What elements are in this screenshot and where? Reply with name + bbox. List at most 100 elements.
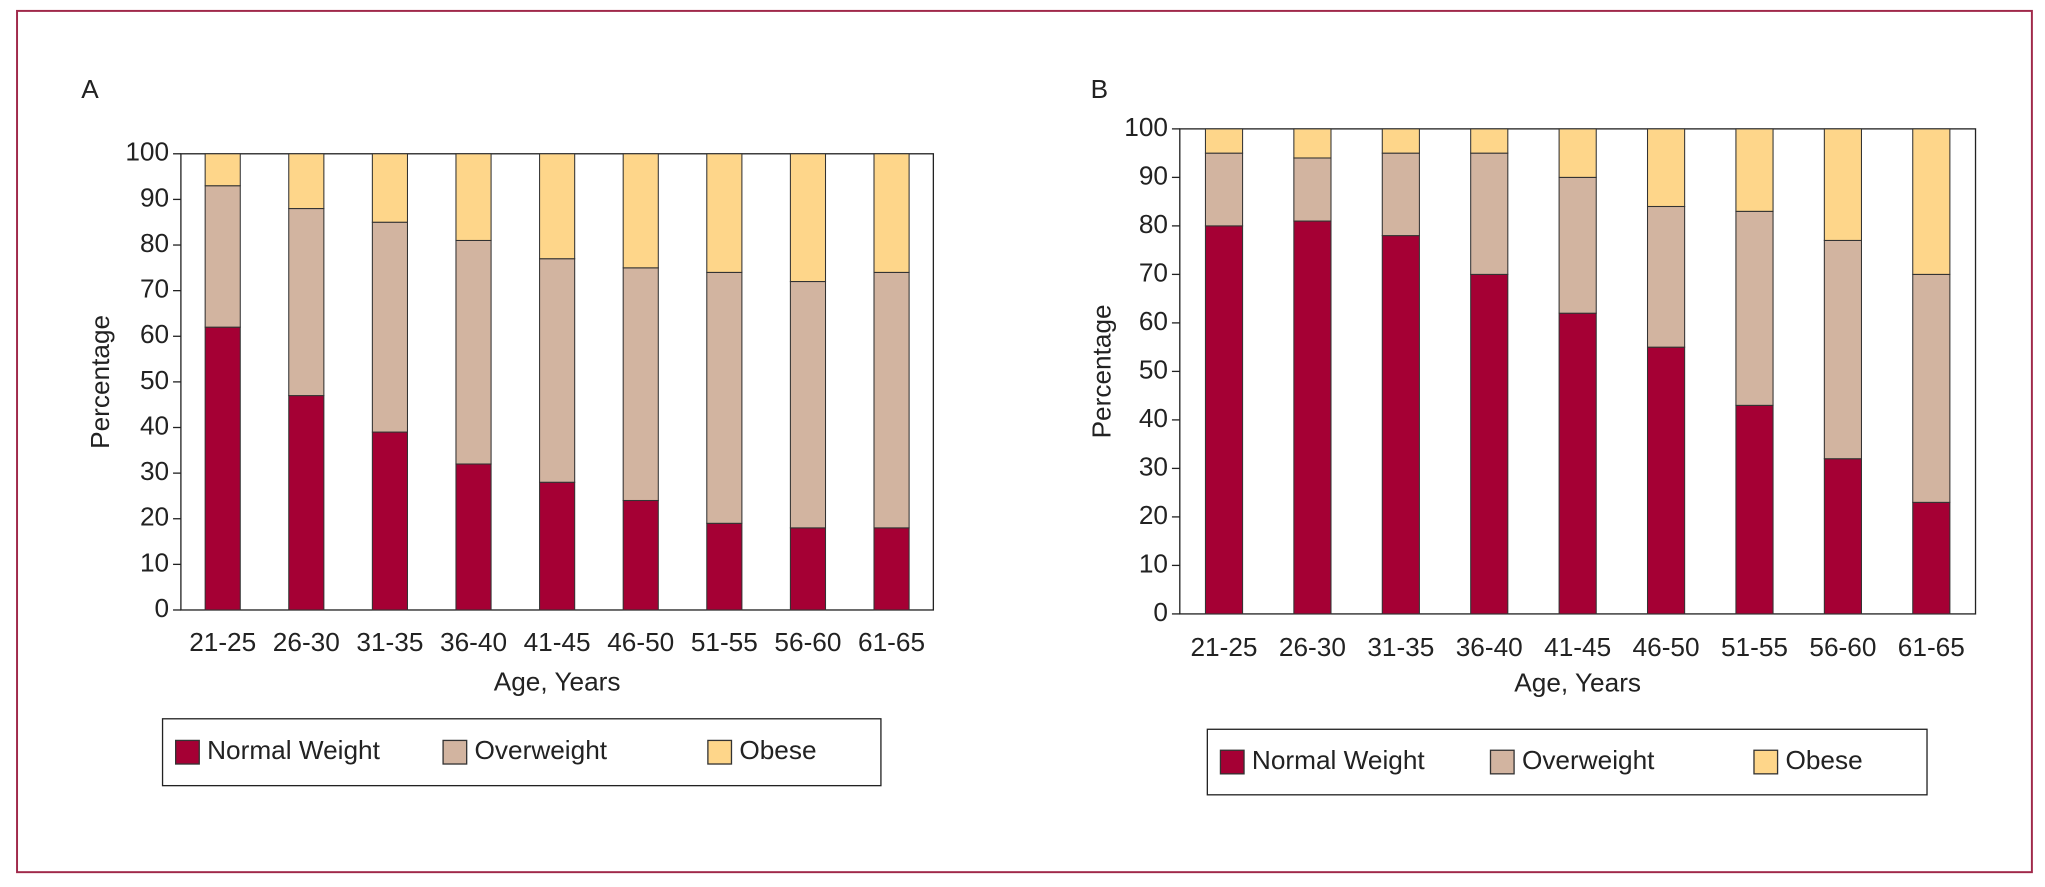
y-tick-label: 70 xyxy=(1139,257,1168,287)
bar-segment xyxy=(789,281,827,529)
bar-segment xyxy=(789,527,827,611)
bar-segment xyxy=(1470,273,1509,615)
x-tick-label: 31-35 xyxy=(1367,632,1434,662)
bar-segment xyxy=(1735,404,1774,615)
x-axis-title: Age, Years xyxy=(1514,668,1641,698)
x-tick-label: 51-55 xyxy=(1721,632,1788,662)
x-tick-label: 41-45 xyxy=(524,627,591,657)
bar-segment xyxy=(1293,128,1332,159)
legend-swatch xyxy=(175,739,200,765)
legend-swatch xyxy=(1219,749,1245,775)
legend-swatch xyxy=(707,739,733,765)
bar-segment xyxy=(288,395,325,611)
bar-segment xyxy=(1558,312,1597,615)
legend-label: Overweight xyxy=(475,735,608,765)
x-tick-label: 56-60 xyxy=(774,627,841,657)
legend-label: Obese xyxy=(739,735,816,765)
bar-segment xyxy=(1646,128,1686,208)
y-tick-label: 70 xyxy=(140,274,169,304)
panel-label: A xyxy=(81,74,99,104)
bar-segment xyxy=(1912,128,1951,275)
y-tick-label: 20 xyxy=(1139,500,1168,530)
legend-label: Normal Weight xyxy=(1252,745,1426,775)
bar-segment xyxy=(204,185,241,328)
bar-segment xyxy=(1381,152,1420,237)
y-tick-label: 100 xyxy=(125,137,169,167)
bar-segment xyxy=(622,267,659,502)
bar-segment xyxy=(1735,128,1774,212)
x-tick-label: 21-25 xyxy=(1190,632,1257,662)
x-tick-label: 46-50 xyxy=(607,627,674,657)
bar-segment xyxy=(371,221,409,433)
legend-label: Normal Weight xyxy=(207,735,381,765)
x-tick-label: 26-30 xyxy=(1279,632,1346,662)
x-tick-label: 21-25 xyxy=(189,627,256,657)
bar-segment xyxy=(455,239,492,465)
bar-segment xyxy=(1912,273,1951,503)
bar-segment xyxy=(1735,210,1774,406)
legend-swatch xyxy=(1489,749,1515,775)
bar-segment xyxy=(1912,501,1951,615)
y-tick-label: 10 xyxy=(140,547,169,577)
y-tick-label: 60 xyxy=(1139,306,1168,336)
bar-segment xyxy=(204,153,241,187)
x-tick-label: 31-35 xyxy=(356,627,423,657)
x-tick-label: 41-45 xyxy=(1544,632,1611,662)
bar-segment xyxy=(1646,346,1686,615)
x-tick-label: 56-60 xyxy=(1809,632,1876,662)
legend-box xyxy=(1206,728,1928,796)
bar-segment xyxy=(539,153,576,260)
bar-segment xyxy=(204,326,241,611)
bar-segment xyxy=(288,208,325,397)
bar-segment xyxy=(1558,176,1597,314)
y-tick-label: 50 xyxy=(140,365,169,395)
bar-segment xyxy=(1293,157,1332,222)
x-tick-label: 36-40 xyxy=(440,627,507,657)
bar-segment xyxy=(539,481,576,611)
y-tick-label: 80 xyxy=(1139,209,1168,239)
bar-segment xyxy=(706,522,743,611)
bar-segment xyxy=(288,153,325,210)
x-tick-label: 61-65 xyxy=(858,627,925,657)
bar-segment xyxy=(622,153,659,269)
bar-segment xyxy=(1381,128,1420,154)
bar-segment xyxy=(873,153,910,273)
y-tick-label: 10 xyxy=(1139,548,1168,578)
bar-segment xyxy=(1823,239,1862,460)
x-tick-label: 51-55 xyxy=(691,627,758,657)
bar-segment xyxy=(1646,205,1686,348)
bar-segment xyxy=(1558,128,1597,178)
legend-label: Overweight xyxy=(1522,745,1655,775)
y-tick-label: 90 xyxy=(140,182,169,212)
y-tick-label: 80 xyxy=(140,228,169,258)
y-tick-label: 30 xyxy=(140,456,169,486)
bar-segment xyxy=(1204,225,1244,615)
bar-segment xyxy=(539,258,576,483)
y-axis-title: Percentage xyxy=(85,315,115,449)
legend-label: Obese xyxy=(1785,745,1862,775)
bar-segment xyxy=(706,271,743,524)
x-tick-label: 36-40 xyxy=(1456,632,1523,662)
y-axis-title: Percentage xyxy=(1087,304,1117,438)
x-tick-label: 61-65 xyxy=(1898,632,1965,662)
y-tick-label: 40 xyxy=(140,410,169,440)
panel-label: B xyxy=(1091,74,1108,104)
bar-segment xyxy=(1381,235,1420,615)
bar-segment xyxy=(1470,152,1509,275)
legend-swatch xyxy=(442,739,468,765)
bar-segment xyxy=(873,271,910,529)
y-tick-label: 50 xyxy=(1139,354,1168,384)
y-tick-label: 90 xyxy=(1139,160,1168,190)
bar-segment xyxy=(1823,128,1862,241)
bar-segment xyxy=(1823,458,1862,615)
y-tick-label: 100 xyxy=(1124,112,1168,142)
bar-segment xyxy=(1470,128,1509,154)
y-tick-label: 60 xyxy=(140,319,169,349)
legend-box xyxy=(161,718,882,787)
x-axis-title: Age, Years xyxy=(494,666,621,696)
bar-segment xyxy=(706,153,743,273)
bar-segment xyxy=(622,499,659,611)
legend-swatch xyxy=(1753,749,1779,775)
